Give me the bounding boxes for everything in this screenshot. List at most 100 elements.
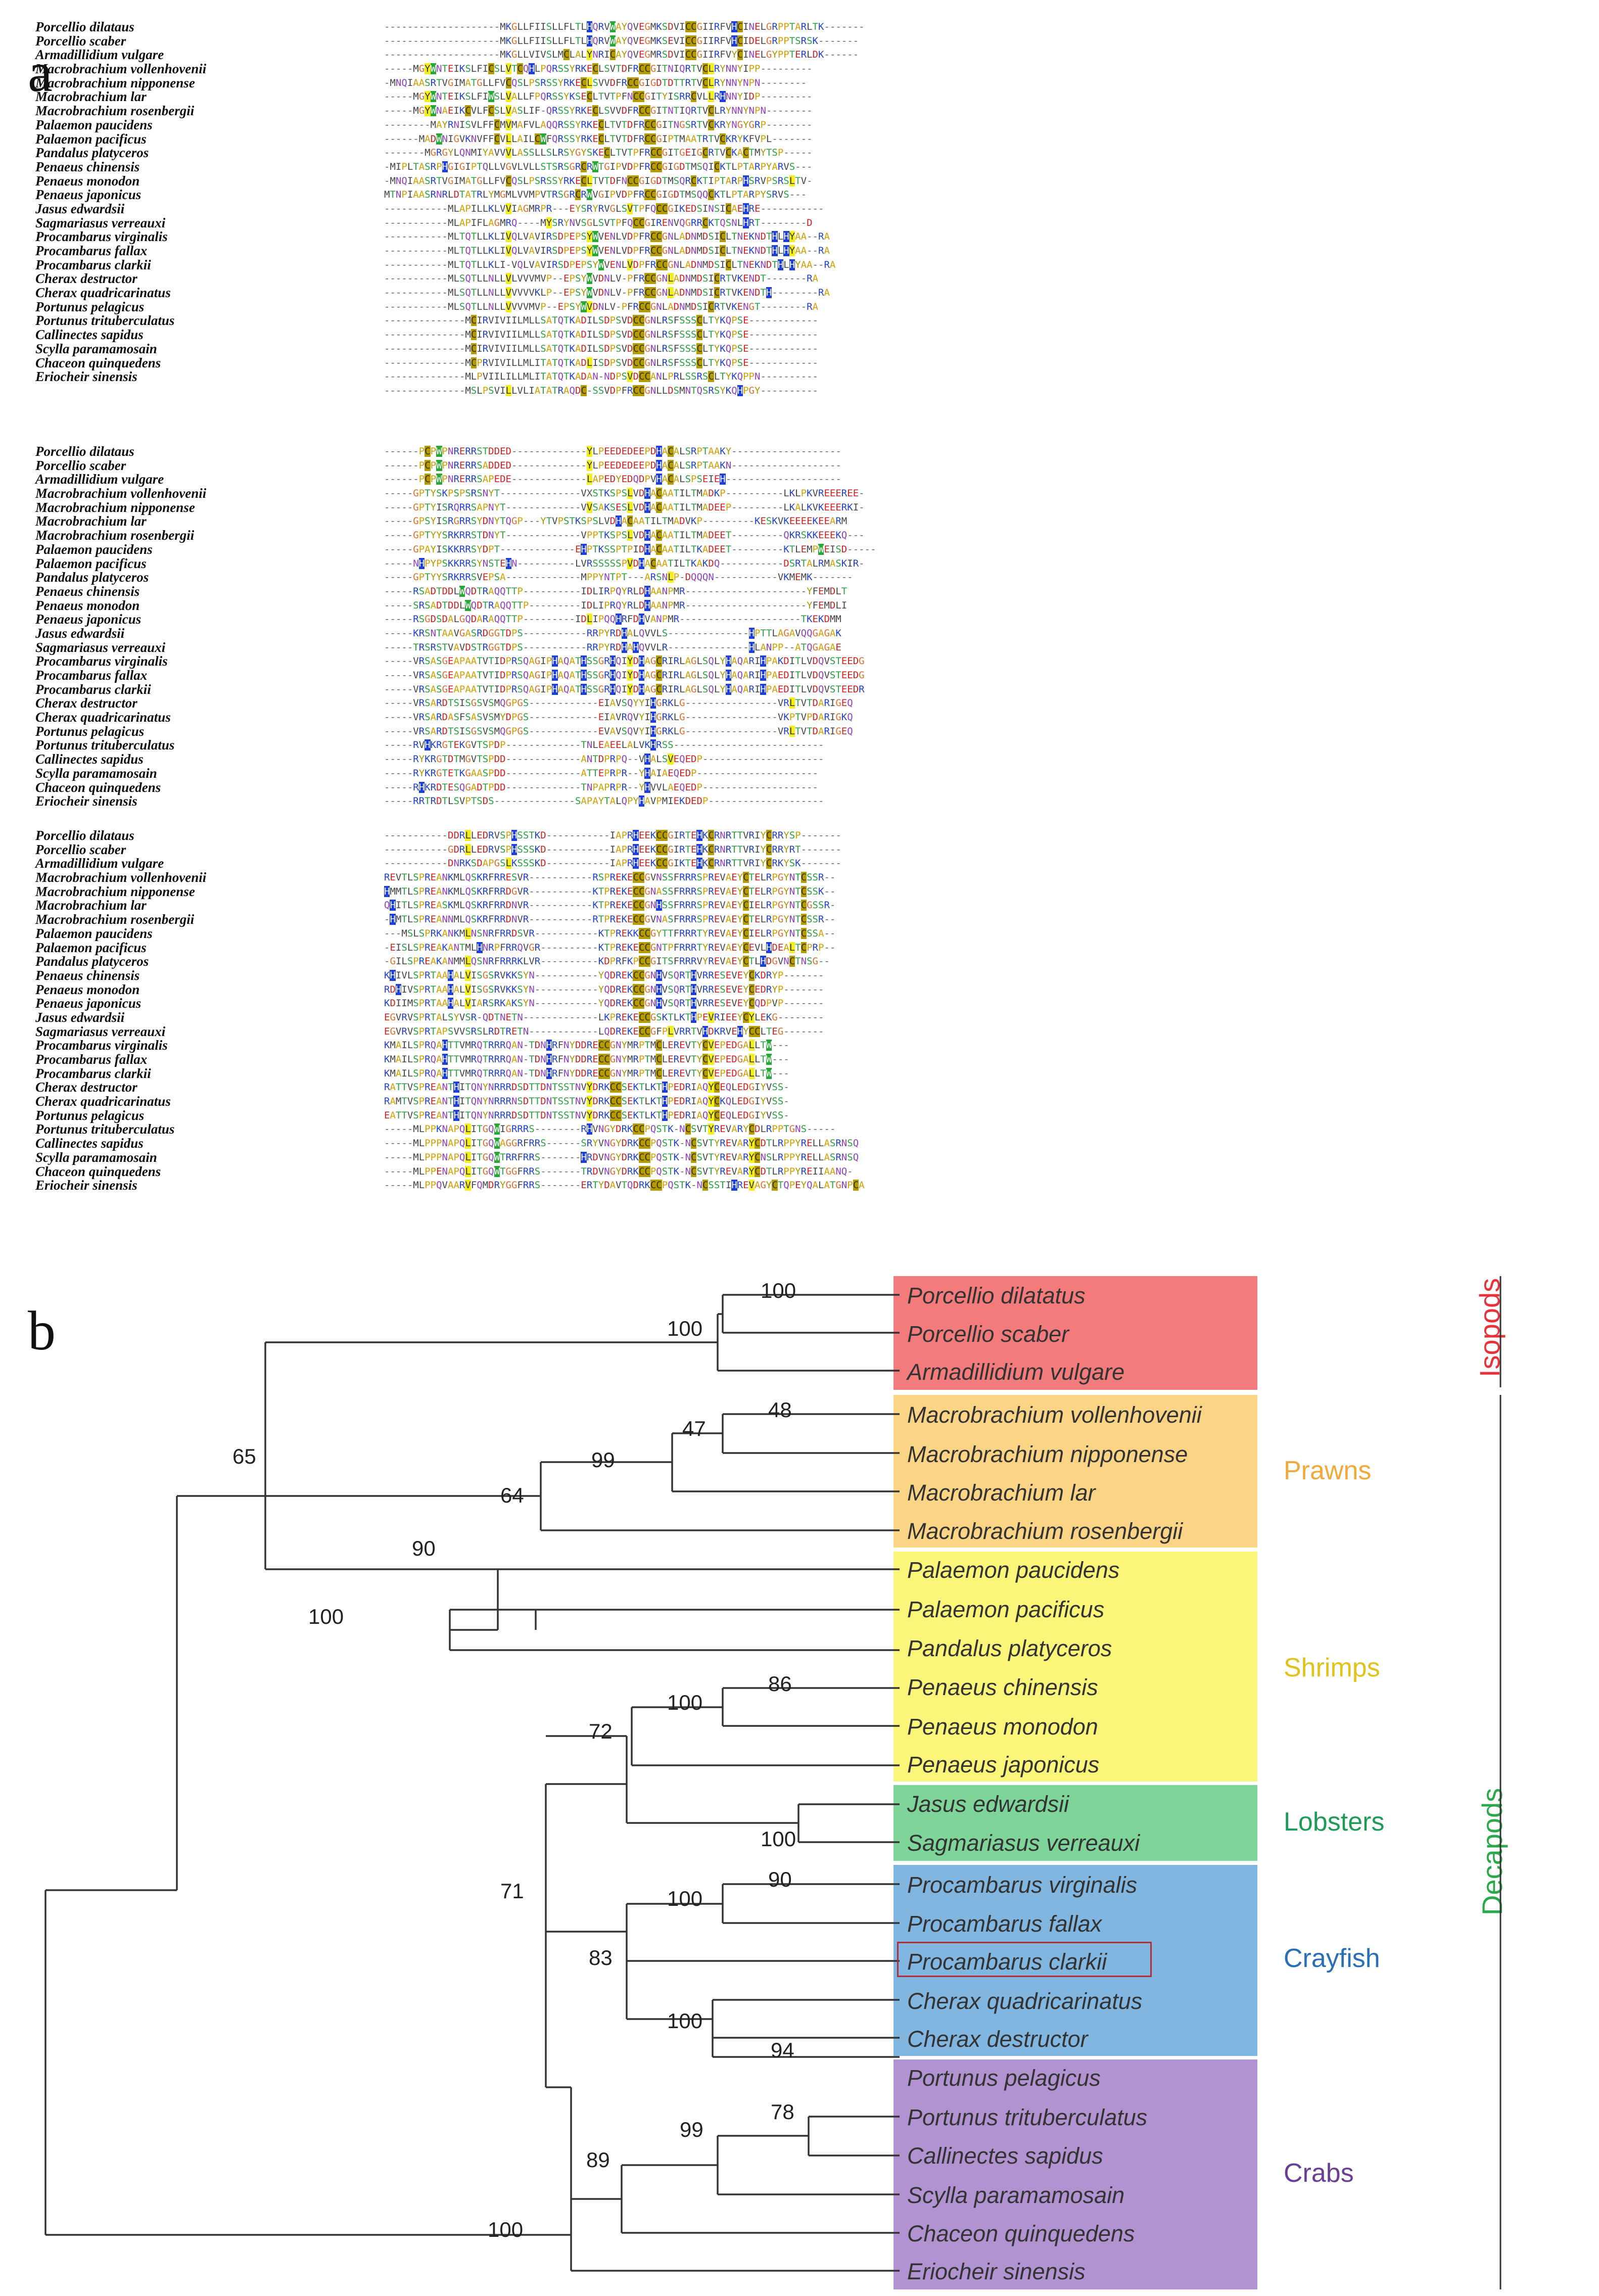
sequence-row: -----MLPPQVAARVFQMDRYGGFRRS-------ERTYDA… [384, 1180, 865, 1191]
bootstrap-value: 90 [768, 1867, 792, 1891]
tree-leaf-label: Procambarus clarkii [907, 1949, 1107, 1975]
species-name: Scylla paramamosain [35, 1149, 157, 1165]
sequence-row: EGVRVSPRTAPSVVSRSLRDTRETN------------LQD… [384, 1025, 824, 1037]
sequence-row: ------PCPWPNRERRSADDED-------------YLPEE… [384, 459, 841, 471]
tree-leaf-label: Procambarus fallax [907, 1911, 1102, 1937]
sequence-row: -----VRSASGEAPAATVTIDPRSQAGIPHAQATHSSGRH… [384, 670, 865, 681]
sequence-row: -----VRSARDTSISGSVSMQGPGS------------EVA… [384, 725, 853, 737]
sequence-row: RATTVSPREANTHITQNYNRRRDSDTTDNTSSTNVYDRKC… [384, 1082, 789, 1093]
sequence-row: ------PCPWPNRERRSTDDED-------------YLPEE… [384, 446, 841, 457]
panel-a-label: a [28, 41, 53, 103]
sequence-row: -----------DDRLLEDRVSPHSSTKD-----------I… [384, 830, 841, 841]
sequence-row: -----------MLTQTLLKLI-VQLVAVIRSDPEPSYWVE… [384, 259, 836, 270]
sequence-row: -----MLPPPNAPQLITGQWTRRFRRS-------HRDVNG… [384, 1151, 859, 1163]
bootstrap-value: 100 [667, 1691, 703, 1714]
species-name: Macrobrachium nipponense [35, 75, 195, 90]
species-name: Jasus edwardsii [35, 201, 125, 216]
sequence-row: -GILSPREAKANMMLQSNRFRRRKLVR----------KDP… [384, 956, 830, 967]
species-name: Chaceon quinquedens [35, 779, 161, 795]
species-name: Penaeus chinensis [35, 967, 140, 983]
tree-leaf-label: Armadillidium vulgare [907, 1359, 1125, 1385]
species-name: Pandalus platyceros [35, 145, 149, 161]
bootstrap-value: 99 [591, 1448, 615, 1472]
sequence-row: -MNQIAASRTVGIMATGLLFVCQSLPSRSSYRKECLTVTD… [384, 175, 813, 186]
species-name: Penaeus monodon [35, 173, 140, 189]
tree-leaf-label: Penaeus chinensis [907, 1674, 1098, 1700]
species-name: Portunus pelagicus [35, 1107, 145, 1123]
sequence-row: KMAILSPRQAHTTVMRQTRRRQAN-TDNHRFNYDDRECCG… [384, 1067, 789, 1079]
sequence-row: -----MGYWNAEIKCVLFCSLVASLIF-QRSSYRKECLSV… [384, 105, 813, 117]
species-name: Cherax quadricarinatus [35, 710, 171, 725]
sequence-row: -----MLPPKNAPQLITGQWIGRRRS--------RHVNGY… [384, 1123, 836, 1135]
species-name: Cherax destructor [35, 1080, 137, 1095]
sequence-row: --------------------MKGLLVIVSLMCLALYNRIC… [384, 49, 859, 61]
species-name: Cherax quadricarinatus [35, 1094, 171, 1109]
decapods-bracket [1499, 1395, 1501, 2289]
species-name: Porcellio scaber [35, 457, 126, 473]
species-name: Porcellio dilataus [35, 828, 134, 843]
tree-leaf-label: Cherax quadricarinatus [907, 1988, 1143, 2014]
bootstrap-value: 71 [500, 1879, 524, 1903]
group-crabs-label: Crabs [1284, 2159, 1354, 2188]
species-name: Macrobrachium nipponense [35, 883, 195, 899]
tree-leaf-label: Procambarus virginalis [907, 1872, 1138, 1898]
sequence-row: KMAILSPRQAHTTVMRQTRRRQAN-TDNHRFNYDDRECCG… [384, 1040, 789, 1051]
species-name: Jasus edwardsii [35, 625, 125, 641]
tree-leaf-label: Eriocheir sinensis [907, 2259, 1086, 2284]
sequence-row: --------------MLPVIILILLMLITATQTKADAN-ND… [384, 371, 818, 383]
bootstrap-value: 64 [500, 1483, 524, 1507]
sequence-row: MTNPIAASRNRLDTATRLYMGMLVVMPVTRSGRCRWVGIP… [384, 189, 807, 201]
sequence-row: -----RHKRDTESQGADTPDD-------------TNPAPR… [384, 781, 818, 793]
lobsters-box [893, 1785, 1257, 1861]
species-name: Portunus trituberculatus [35, 1121, 175, 1137]
sequence-row: -----GPAYISKKRRSYDPT-------------EHPTKSS… [384, 543, 876, 555]
species-name: Penaeus chinensis [35, 159, 140, 174]
alignment-block: Porcellio dilataus Porcellio scaber Armadi… [35, 20, 1582, 425]
species-name: Armadillidium vulgare [35, 47, 164, 63]
sequence-row: -----VRSASGEAPAATVTIDPRSQAGIPHAQATHSSGRH… [384, 683, 865, 695]
sequence-row: -----TRSRSTVAVDSTRGGTDPS-----------RRPYR… [384, 641, 841, 653]
bootstrap-value: 100 [761, 1827, 796, 1851]
bootstrap-value: 72 [589, 1719, 613, 1743]
sequence-row: -----RSGDSDALGQDARAQQTTP---------IDLIPQQ… [384, 614, 841, 625]
sequence-row: -HMTLSPREANNMLQSKRFRRDNVR-----------RTPR… [384, 914, 836, 925]
species-name: Callinectes sapidus [35, 327, 144, 343]
species-name: Eriocheir sinensis [35, 1178, 137, 1193]
sequence-row: -----GPTYISRQRRSAPNYT-------------VVSAKS… [384, 501, 865, 513]
bootstrap-value: 99 [680, 2118, 703, 2141]
sequence-column: -----------DDRLLEDRVSPHSSTKD-----------I… [384, 829, 1582, 1193]
tree-leaf-label: Jasus edwardsii [907, 1791, 1069, 1817]
species-name: Procambarus virginalis [35, 653, 168, 669]
alignment-block: Porcellio dilataus Porcellio scaber Armadi… [35, 828, 1582, 1213]
tree-leaf-label: Penaeus monodon [907, 1714, 1098, 1740]
sequence-row: --------------MSLPSVILLVLIATATRAQDC-SSVD… [384, 385, 818, 396]
bootstrap-value: 89 [586, 2148, 610, 2172]
tree-leaf-label: Macrobrachium nipponense [907, 1441, 1188, 1467]
species-name-column: Porcellio dilataus Porcellio scaber Armadi… [35, 20, 379, 384]
species-name: Sagmariasus verreauxi [35, 1023, 166, 1039]
species-name: Procambarus virginalis [35, 1038, 168, 1053]
sequence-row: -----GPSYISRGRRSYDNYTQGP---YTVPSTKSPSLVD… [384, 516, 848, 527]
bootstrap-value: 100 [667, 1887, 703, 1910]
sequence-row: --------------MCIRVIVIILMLLSATQTKADILSDP… [384, 315, 818, 326]
sequence-row: --------------MCIRVIVIILMLLSATQTKADILSDP… [384, 329, 818, 341]
bootstrap-value: 83 [589, 1946, 613, 1970]
tree-leaf-label: Cherax destructor [907, 2026, 1088, 2052]
species-name: Armadillidium vulgare [35, 472, 164, 487]
species-name: Callinectes sapidus [35, 752, 144, 767]
sequence-row: -----------MLSQTLLNLLVLVVVMVP--EPSYWVDNL… [384, 273, 818, 285]
species-name: Porcellio scaber [35, 841, 126, 857]
sequence-row: -----------MLTQTLLKLIVQLVAVIRSDPEPSYWVEN… [384, 231, 830, 243]
species-name: Portunus pelagicus [35, 723, 145, 739]
tree-leaf-label: Macrobrachium lar [907, 1480, 1096, 1506]
species-name: Eriocheir sinensis [35, 793, 137, 809]
sequence-row: -----------MLTQTLLKLIVQLVAVIRSDPEPSYWVEN… [384, 245, 830, 256]
species-name: Macrobrachium rosenbergii [35, 912, 195, 927]
tree-leaf-label: Portunus trituberculatus [907, 2104, 1148, 2130]
species-name: Scylla paramamosain [35, 341, 157, 356]
sequence-row: -----GPTYYSRKRRSTDNYT-------------VPPTKS… [384, 530, 865, 541]
sequence-row: -----RVHKRGTEKGVTSPDP-------------TNLEAE… [384, 739, 824, 751]
bootstrap-value: 90 [412, 1536, 436, 1560]
sequence-row: -----VRSASGEAPAATVTIDPRSQAGIPHAQATHSSGRH… [384, 655, 865, 667]
species-name: Palaemon pacificus [35, 555, 147, 571]
